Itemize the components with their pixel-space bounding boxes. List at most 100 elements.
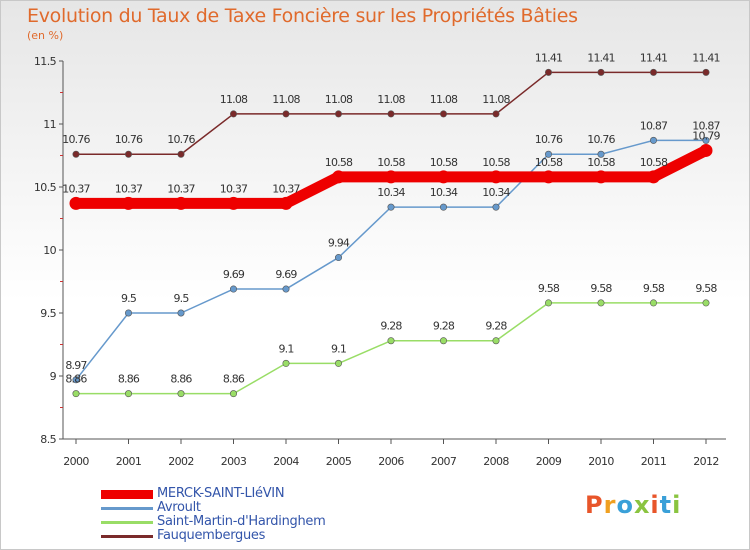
data-point-avroult <box>334 254 342 262</box>
data-point-fauquembergues <box>72 150 80 158</box>
data-point-merck-saint-li-vin <box>174 196 188 210</box>
data-point-merck-saint-li-vin <box>384 170 398 184</box>
data-label-saint-martin-d-hardinghem: 9.28 <box>433 320 455 333</box>
data-label-avroult: 10.76 <box>587 133 615 146</box>
data-label-saint-martin-d-hardinghem: 8.86 <box>65 373 87 386</box>
legend-swatch <box>101 520 153 524</box>
data-point-avroult <box>230 285 238 293</box>
logo-letter: i <box>650 491 660 519</box>
data-label-merck-saint-li-vin: 10.58 <box>640 156 668 169</box>
data-point-merck-saint-li-vin <box>594 170 608 184</box>
data-point-fauquembergues <box>387 110 395 118</box>
data-label-saint-martin-d-hardinghem: 9.58 <box>590 282 612 295</box>
data-point-merck-saint-li-vin <box>279 196 293 210</box>
data-point-fauquembergues <box>177 150 185 158</box>
data-point-saint-martin-d-hardinghem <box>230 390 238 398</box>
data-point-merck-saint-li-vin <box>542 170 555 184</box>
data-label-fauquembergues: 11.08 <box>220 93 248 106</box>
data-label-merck-saint-li-vin: 10.58 <box>587 156 615 169</box>
data-point-fauquembergues <box>125 150 133 158</box>
y-tick-label: 10.5 <box>34 181 57 194</box>
data-label-avroult: 10.76 <box>535 133 563 146</box>
data-point-saint-martin-d-hardinghem <box>439 337 447 345</box>
legend-label: MERCK-SAINT-LIéVIN <box>157 486 285 501</box>
data-point-saint-martin-d-hardinghem <box>282 359 290 367</box>
data-label-avroult: 9.5 <box>173 292 189 305</box>
x-tick-label: 2012 <box>693 455 719 468</box>
logo-letter: i <box>672 491 682 519</box>
data-point-merck-saint-li-vin <box>489 170 503 184</box>
data-point-saint-martin-d-hardinghem <box>177 390 185 398</box>
data-label-saint-martin-d-hardinghem: 9.58 <box>643 282 665 295</box>
data-point-avroult <box>702 136 710 144</box>
data-point-merck-saint-li-vin <box>437 170 450 184</box>
data-label-saint-martin-d-hardinghem: 8.86 <box>170 373 192 386</box>
data-label-saint-martin-d-hardinghem: 9.28 <box>380 320 402 333</box>
data-label-fauquembergues: 10.76 <box>167 133 195 146</box>
data-label-merck-saint-li-vin: 10.37 <box>272 182 300 195</box>
data-label-avroult: 10.34 <box>482 186 510 199</box>
data-label-fauquembergues: 10.76 <box>115 133 143 146</box>
logo-letter: r <box>603 491 617 519</box>
y-tick-label: 8.5 <box>40 433 56 446</box>
data-label-saint-martin-d-hardinghem: 9.28 <box>485 320 507 333</box>
data-label-fauquembergues: 11.41 <box>640 51 668 64</box>
data-point-avroult <box>597 150 605 158</box>
data-label-avroult: 8.97 <box>65 359 87 372</box>
legend-swatch <box>101 534 153 538</box>
data-point-merck-saint-li-vin <box>647 170 660 184</box>
data-point-merck-saint-li-vin <box>699 143 713 157</box>
data-point-avroult <box>177 309 185 317</box>
data-label-avroult: 9.94 <box>328 237 350 250</box>
y-tick-label: 9 <box>50 370 57 383</box>
data-label-fauquembergues: 11.08 <box>377 93 405 106</box>
data-point-avroult <box>387 203 395 211</box>
x-tick-label: 2007 <box>431 455 457 468</box>
data-label-merck-saint-li-vin: 10.37 <box>62 182 90 195</box>
data-label-saint-martin-d-hardinghem: 9.1 <box>278 342 293 355</box>
data-label-fauquembergues: 11.41 <box>535 51 563 64</box>
data-label-saint-martin-d-hardinghem: 8.86 <box>223 373 245 386</box>
data-point-fauquembergues <box>334 110 342 118</box>
data-point-saint-martin-d-hardinghem <box>72 390 80 398</box>
data-label-merck-saint-li-vin: 10.58 <box>482 156 510 169</box>
y-tick-label: 11.5 <box>34 55 57 68</box>
x-tick-label: 2006 <box>378 455 404 468</box>
data-point-fauquembergues <box>649 68 657 76</box>
data-point-saint-martin-d-hardinghem <box>334 359 342 367</box>
legend-swatch <box>101 489 153 499</box>
y-tick-label: 10 <box>43 244 56 257</box>
data-point-fauquembergues <box>230 110 238 118</box>
data-label-avroult: 10.34 <box>377 186 405 199</box>
data-point-saint-martin-d-hardinghem <box>492 337 500 345</box>
y-tick-label: 9.5 <box>40 307 56 320</box>
x-tick-label: 2000 <box>63 455 89 468</box>
chart-title: Evolution du Taux de Taxe Foncière sur l… <box>27 5 578 27</box>
data-point-avroult <box>544 150 552 158</box>
data-point-avroult <box>72 376 80 384</box>
data-label-fauquembergues: 11.41 <box>587 51 615 64</box>
legend-swatch <box>101 506 153 510</box>
data-point-fauquembergues <box>544 68 552 76</box>
x-tick-label: 2005 <box>326 455 352 468</box>
data-point-merck-saint-li-vin <box>122 196 135 210</box>
data-labels: 10.76 10.76 10.76 11.08 11.08 11.08 11.08 11.08… <box>62 51 721 386</box>
data-point-saint-martin-d-hardinghem <box>702 299 710 307</box>
data-label-fauquembergues: 11.08 <box>325 93 353 106</box>
data-point-saint-martin-d-hardinghem <box>597 299 605 307</box>
y-tick-label: 11 <box>43 118 56 131</box>
data-point-fauquembergues <box>282 110 290 118</box>
data-label-merck-saint-li-vin: 10.58 <box>377 156 405 169</box>
data-label-merck-saint-li-vin: 10.37 <box>115 182 143 195</box>
data-label-saint-martin-d-hardinghem: 9.58 <box>695 282 717 295</box>
legend-label: Saint-Martin-d'Hardinghem <box>157 514 326 529</box>
data-label-saint-martin-d-hardinghem: 9.58 <box>538 282 560 295</box>
data-point-avroult <box>439 203 447 211</box>
logo-letter: x <box>633 491 651 519</box>
legend-label: Avroult <box>157 500 201 515</box>
data-point-merck-saint-li-vin <box>332 170 345 184</box>
data-label-fauquembergues: 11.08 <box>272 93 300 106</box>
data-label-avroult: 9.69 <box>275 268 297 281</box>
x-tick-label: 2010 <box>588 455 614 468</box>
